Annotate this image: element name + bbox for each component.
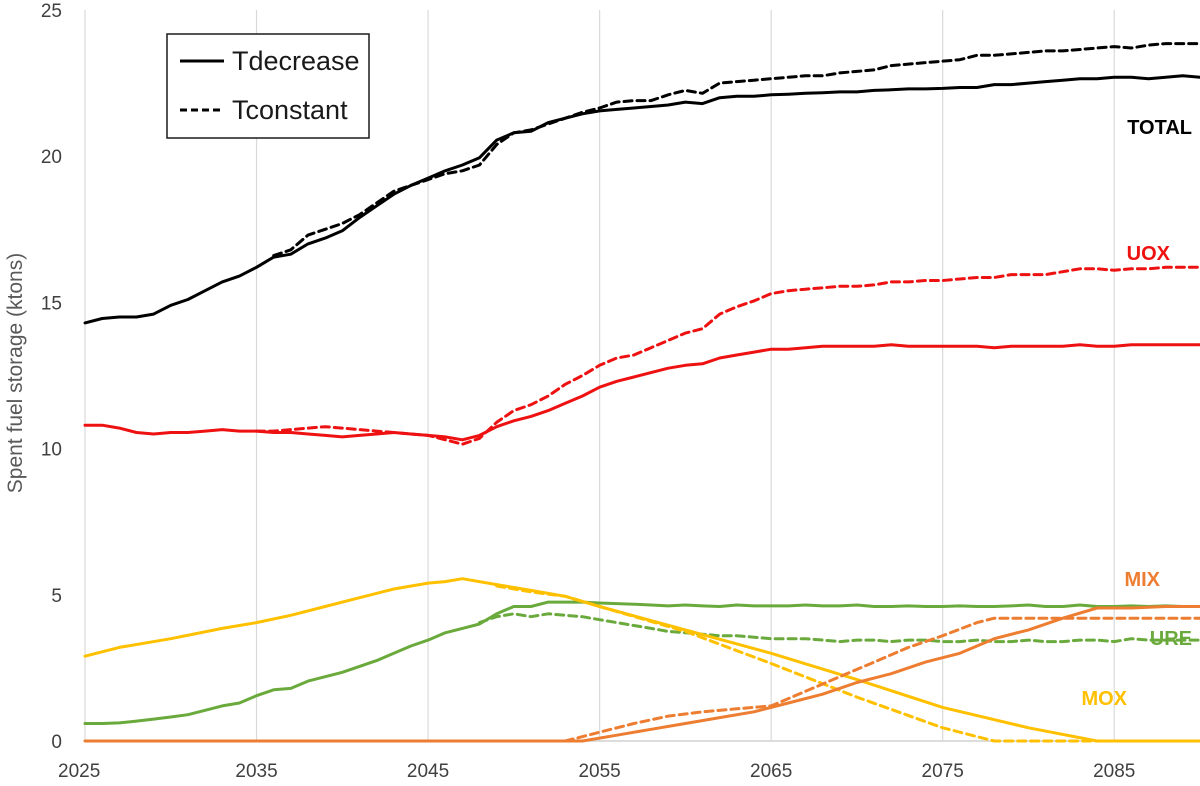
series-label-mix: MIX <box>1124 569 1160 591</box>
legend-label-tdecrease: Tdecrease <box>232 46 360 76</box>
series-line-mix-tconstant <box>563 616 1200 743</box>
legend: Tdecrease Tconstant <box>166 33 370 139</box>
y-tick-label: 5 <box>51 586 62 607</box>
series-line-ure-tdecrease <box>83 600 1200 725</box>
series-line-ure-tconstant <box>478 612 1200 644</box>
y-tick-labels: 0 5 10 15 20 25 <box>41 1 62 753</box>
y-tick-label: 10 <box>41 440 62 461</box>
x-tick-label: 2055 <box>578 761 620 782</box>
series-labels: TOTAL UOX MIX URE MOX <box>1081 117 1192 710</box>
legend-label-tconstant: Tconstant <box>232 95 348 125</box>
series-line-mox-tdecrease <box>83 577 1200 743</box>
y-tick-label: 0 <box>51 732 62 753</box>
x-tick-label: 2085 <box>1093 761 1135 782</box>
series-line-total-tdecrease <box>83 74 1200 325</box>
series-line-uox-tconstant <box>255 265 1200 446</box>
x-tick-label: 2075 <box>922 761 964 782</box>
series-line-total-tconstant <box>272 42 1200 258</box>
x-tick-label: 2035 <box>235 761 277 782</box>
series-label-ure: URE <box>1150 628 1192 650</box>
y-tick-label: 25 <box>41 1 62 22</box>
series-lines <box>83 42 1200 743</box>
series-line-uox-tdecrease <box>83 343 1200 442</box>
y-tick-label: 15 <box>41 293 62 314</box>
series-label-total: TOTAL <box>1127 117 1192 139</box>
y-axis-title: Spent fuel storage (ktons) <box>4 253 27 493</box>
series-line-mox-tconstant <box>495 584 1200 743</box>
series-label-uox: UOX <box>1127 243 1171 265</box>
x-tick-label: 2045 <box>407 761 449 782</box>
x-tick-labels: 2025 2035 2045 2055 2065 2075 2085 <box>58 761 1135 782</box>
x-tick-label: 2065 <box>750 761 792 782</box>
y-tick-label: 20 <box>41 147 62 168</box>
series-line-mix-tdecrease <box>83 605 1200 743</box>
legend-box <box>166 33 370 139</box>
x-tick-label: 2025 <box>58 761 100 782</box>
series-label-mox: MOX <box>1081 688 1127 710</box>
